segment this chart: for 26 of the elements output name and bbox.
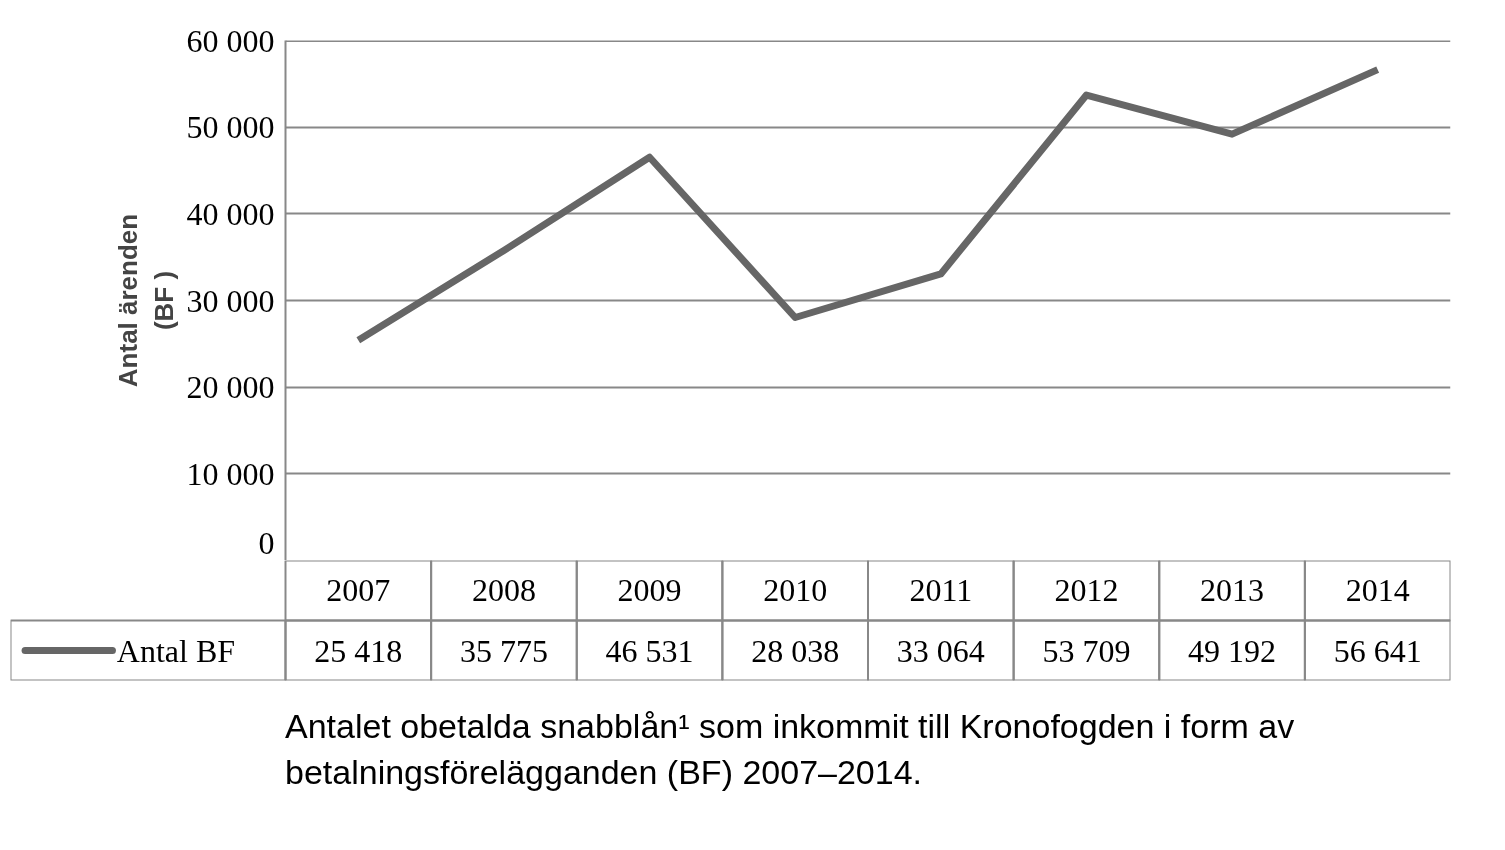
y-tick-label: 30 000: [186, 282, 275, 319]
x-tick-label: 2010: [763, 572, 828, 608]
data-label: 28 038: [751, 632, 840, 669]
y-tick-label: 60 000: [186, 22, 275, 59]
data-label: 33 064: [896, 632, 985, 669]
x-tick-label: 2008: [471, 572, 536, 608]
y-tick-label: 40 000: [186, 195, 275, 232]
data-label: 46 531: [605, 632, 694, 669]
x-tick-label: 2007: [326, 572, 391, 608]
y-tick-label: 10 000: [186, 455, 275, 492]
y-tick-label: 20 000: [186, 369, 275, 406]
x-tick-label: 2013: [1200, 572, 1265, 608]
y-axis-title: Antal ärenden (BF ): [112, 213, 179, 388]
data-label: 53 709: [1042, 632, 1131, 669]
data-label: 56 641: [1333, 632, 1422, 669]
x-tick-label: 2011: [909, 572, 973, 608]
y-tick-label: 50 000: [186, 109, 275, 146]
x-tick-label: 2014: [1345, 572, 1410, 608]
x-tick-label: 2009: [617, 572, 682, 608]
x-tick-label: 2012: [1054, 572, 1119, 608]
legend-label: Antal BF: [116, 632, 236, 669]
data-label: 49 192: [1188, 632, 1277, 669]
text: Antalet obetalda snabblån¹ som inkommit till Kronofogden i form av betalningsförelägganden (BF) 2007–2014.: [285, 706, 1296, 793]
data-label: 35 775: [459, 632, 548, 669]
y-tick-label: 0: [258, 524, 275, 561]
data-label: 25 418: [314, 632, 403, 669]
